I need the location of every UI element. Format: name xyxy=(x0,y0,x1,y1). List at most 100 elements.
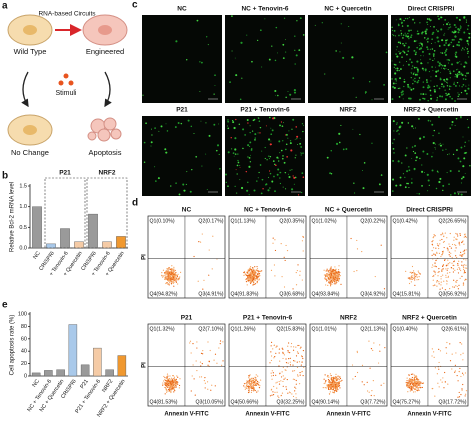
event-dot xyxy=(272,394,275,396)
cell-dot xyxy=(214,74,216,77)
event-dot xyxy=(327,273,329,275)
cell-dot xyxy=(392,178,395,181)
event-dot xyxy=(408,383,410,385)
micrograph xyxy=(225,15,305,103)
cell-dot xyxy=(301,152,303,154)
cell-dot xyxy=(155,180,157,182)
cell-dot xyxy=(393,138,395,141)
event-dot xyxy=(271,394,273,396)
cell-dot xyxy=(437,40,440,43)
event-dot xyxy=(409,278,411,281)
cell-dot xyxy=(413,66,416,69)
event-dot xyxy=(207,388,209,390)
event-dot xyxy=(297,264,299,266)
cell-dot xyxy=(403,44,406,47)
cell-dot xyxy=(256,39,259,42)
cell-dot xyxy=(404,176,406,178)
event-dot xyxy=(432,247,435,249)
event-dot xyxy=(280,380,282,382)
cell-dot xyxy=(392,120,395,123)
event-dot xyxy=(419,273,421,275)
event-dot xyxy=(464,279,466,281)
event-dot xyxy=(432,275,434,278)
cell-dot xyxy=(401,56,403,58)
event-dot xyxy=(332,269,334,271)
event-dot xyxy=(414,273,416,276)
event-dot xyxy=(451,243,454,246)
cell-dot xyxy=(394,77,397,81)
event-dot xyxy=(324,374,326,376)
event-dot xyxy=(289,357,291,359)
event-dot xyxy=(329,391,331,393)
event-dot xyxy=(175,277,178,279)
event-dot xyxy=(438,247,440,250)
event-dot xyxy=(413,272,415,274)
event-dot xyxy=(419,384,421,386)
event-dot xyxy=(287,345,289,347)
event-dot xyxy=(327,379,330,381)
event-dot xyxy=(164,384,167,386)
event-dot xyxy=(411,389,413,391)
label: Apoptosis xyxy=(89,148,122,157)
event-dot xyxy=(251,387,253,390)
event-dot xyxy=(324,386,326,389)
cell-dot xyxy=(452,45,455,48)
event-dot xyxy=(451,286,454,288)
cell-dot xyxy=(403,51,406,53)
event-dot xyxy=(170,377,173,379)
event-dot xyxy=(282,352,285,354)
cell-dot xyxy=(416,193,418,195)
cell-dot xyxy=(201,165,203,167)
image-title: NRF2 xyxy=(340,107,357,114)
event-dot xyxy=(173,285,175,287)
event-dot xyxy=(170,389,173,391)
cell-dot xyxy=(426,153,429,155)
event-dot xyxy=(170,387,172,389)
event-dot xyxy=(326,268,328,270)
event-dot xyxy=(247,269,249,271)
cell-dot xyxy=(402,34,405,37)
event-dot xyxy=(164,276,166,278)
event-dot xyxy=(440,269,443,271)
event-dot xyxy=(328,281,330,283)
cell-dot xyxy=(403,85,405,88)
event-dot xyxy=(449,288,451,290)
event-dot xyxy=(434,262,436,264)
event-dot xyxy=(453,236,455,238)
quadrant-label: Q4(15.81%) xyxy=(393,291,421,297)
cell-dot xyxy=(437,61,439,63)
cell-dot xyxy=(352,128,354,130)
cell-dot xyxy=(455,55,458,58)
cell-dot xyxy=(427,190,429,192)
event-dot xyxy=(171,388,174,390)
cell-dot xyxy=(401,20,403,21)
cell-dot xyxy=(231,148,233,150)
cell-dot xyxy=(339,51,341,53)
cell-dot xyxy=(468,140,470,142)
cell-dot xyxy=(302,152,304,154)
cell-dot xyxy=(454,125,456,127)
bar xyxy=(46,243,56,249)
event-dot xyxy=(446,269,448,271)
cell-dot xyxy=(442,184,445,187)
event-dot xyxy=(459,367,461,370)
event-dot xyxy=(175,281,178,283)
event-dot xyxy=(200,352,203,354)
event-dot xyxy=(251,271,253,273)
event-dot xyxy=(445,274,447,276)
cell-dot xyxy=(455,26,457,29)
event-dot xyxy=(457,396,459,398)
event-dot xyxy=(457,288,459,290)
cell-dot xyxy=(431,38,433,41)
event-dot xyxy=(249,267,251,269)
cell-dot xyxy=(213,123,216,126)
cell-dot xyxy=(415,159,417,162)
event-dot xyxy=(167,380,169,382)
event-dot xyxy=(323,274,326,276)
cell-dot xyxy=(400,21,404,24)
bar xyxy=(56,369,65,377)
cell-dot xyxy=(412,73,415,75)
cell-dot xyxy=(445,68,447,70)
quadrant-label: Q1(0.10%) xyxy=(150,218,175,224)
